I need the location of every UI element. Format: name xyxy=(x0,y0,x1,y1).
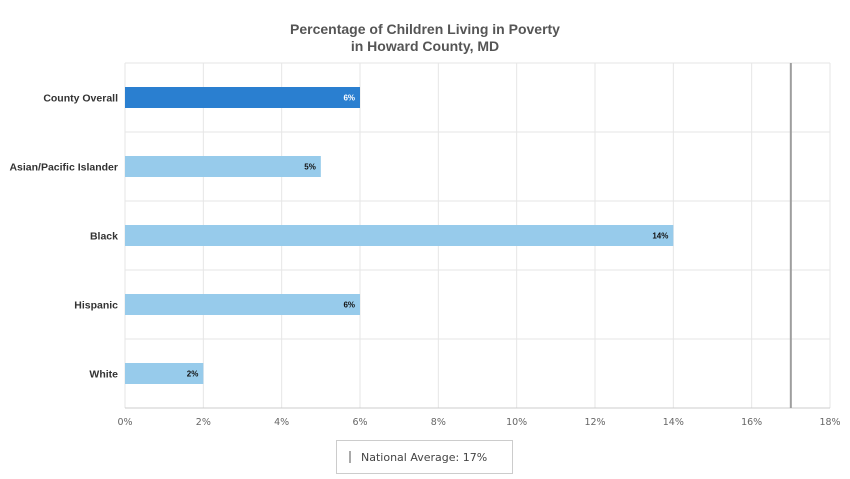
x-tick-label: 0% xyxy=(117,417,132,428)
x-tick-label: 16% xyxy=(741,417,762,428)
bar[interactable] xyxy=(125,156,321,177)
category-labels: County Overall Asian/Pacific Islander Blac… xyxy=(9,93,118,381)
legend-reference-label: National Average: 17% xyxy=(361,450,488,464)
x-tick-label: 2% xyxy=(196,417,211,428)
x-tick-label: 10% xyxy=(506,417,527,428)
x-tick-label: 4% xyxy=(274,417,289,428)
bar-value-label: 6% xyxy=(343,94,355,103)
bar-value-label: 5% xyxy=(304,163,316,172)
bar[interactable] xyxy=(125,87,360,108)
legend-reference-marker xyxy=(349,451,351,463)
x-tick-label: 14% xyxy=(663,417,684,428)
chart-title: Percentage of Children Living in Poverty xyxy=(290,21,560,37)
bar-value-label: 6% xyxy=(343,301,355,310)
chart-subtitle: in Howard County, MD xyxy=(351,38,499,54)
bars-group: 6% 5% 14% 6% 2% xyxy=(125,87,674,384)
legend: National Average: 17% xyxy=(336,440,513,474)
x-tick-label: 6% xyxy=(352,417,367,428)
x-tick-label: 8% xyxy=(431,417,446,428)
category-label: County Overall xyxy=(43,93,118,105)
x-axis: 0% 2% 4% 6% 8% 10% 12% 14% 16% 18% xyxy=(117,417,840,428)
bar[interactable] xyxy=(125,225,674,246)
x-tick-label: 18% xyxy=(819,417,840,428)
x-tick-label: 12% xyxy=(584,417,605,428)
bar[interactable] xyxy=(125,294,360,315)
category-label: White xyxy=(89,369,118,381)
category-label: Black xyxy=(90,231,118,243)
bar-value-label: 2% xyxy=(187,370,199,379)
bar[interactable] xyxy=(125,363,204,384)
bar-value-label: 14% xyxy=(652,232,668,241)
category-label: Asian/Pacific Islander xyxy=(9,162,118,174)
category-label: Hispanic xyxy=(74,300,118,312)
